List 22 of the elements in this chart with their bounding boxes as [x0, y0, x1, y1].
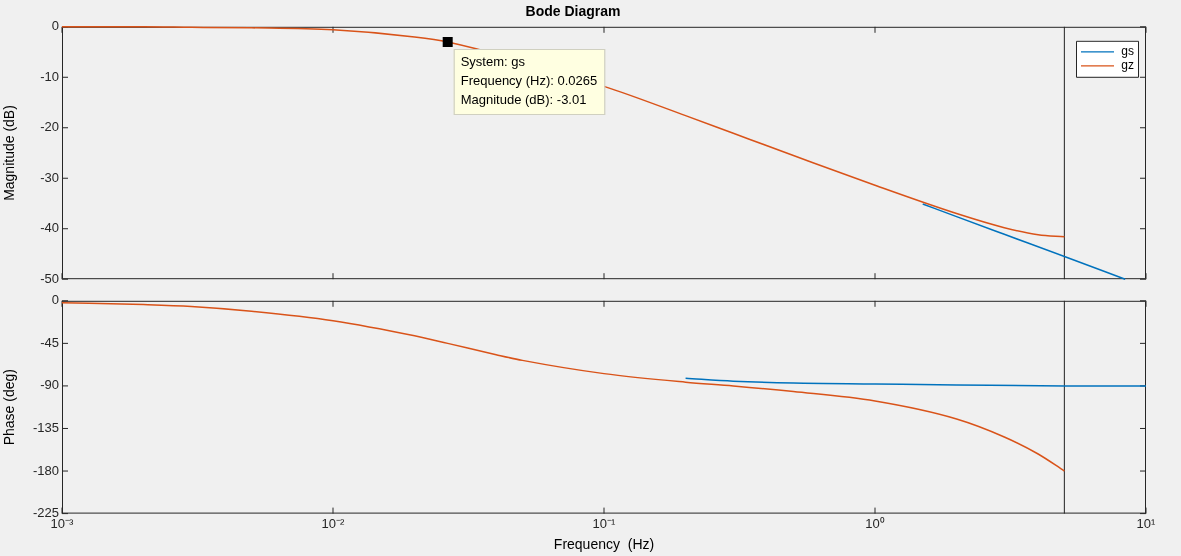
y-axis-title: Magnitude (dB) — [1, 105, 18, 201]
x-tick-label: 10⁰ — [865, 515, 885, 531]
y-tick-label: 0 — [51, 292, 59, 308]
x-tick-label: 10⁻¹ — [592, 515, 617, 531]
annotation: System: gs Frequency (Hz): 0.0265 Magnitude (dB): -3.01 — [460, 54, 598, 108]
legend-label: gs — [1121, 44, 1134, 59]
legend-label: gz — [1121, 58, 1134, 73]
y-tick-label: -45 — [40, 334, 59, 350]
x-tick-label: 10⁻² — [321, 515, 346, 531]
y-tick-label: -90 — [40, 377, 59, 393]
y-tick-label: -40 — [40, 220, 59, 236]
x-axis-title: Frequency (Hz) — [553, 536, 655, 553]
y-tick-label: -50 — [40, 270, 59, 286]
x-tick-label: 10¹ — [1136, 515, 1157, 531]
y-tick-label: 0 — [51, 18, 59, 34]
y-tick-label: -20 — [40, 119, 59, 135]
y-tick-label: -180 — [32, 462, 59, 478]
y-tick-label: -135 — [32, 420, 59, 436]
y-tick-label: -10 — [40, 68, 59, 84]
y-axis-title: Phase (deg) — [1, 369, 18, 446]
y-tick-label: -30 — [40, 169, 59, 185]
chart-title: Bode Diagram — [525, 3, 621, 20]
